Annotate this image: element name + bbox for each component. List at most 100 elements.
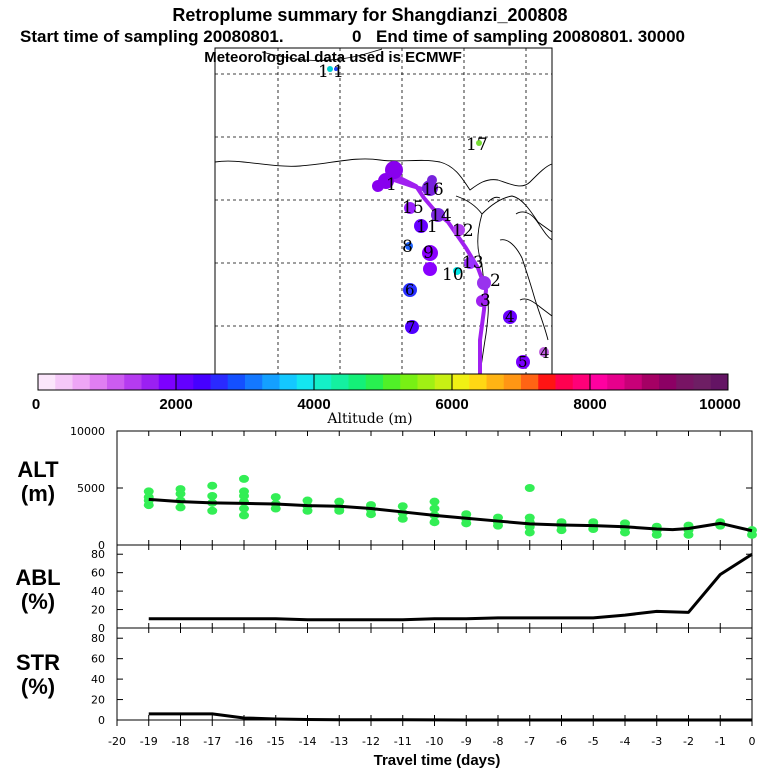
x-axis-title: Travel time (days) bbox=[374, 752, 501, 768]
y-tick-label: 10000 bbox=[70, 425, 105, 438]
particle-point bbox=[302, 496, 313, 505]
x-tick-label: -19 bbox=[140, 735, 158, 748]
day-marker-label: 4 bbox=[540, 344, 550, 362]
x-tick-label: -3 bbox=[651, 735, 662, 748]
day-marker-dot bbox=[405, 320, 419, 334]
day-marker-label: 5 bbox=[518, 353, 528, 371]
particle-point bbox=[207, 481, 218, 490]
y-tick-label: 40 bbox=[91, 585, 105, 598]
colorbar-swatch bbox=[590, 374, 608, 390]
map-panel: 1 2 3 4 5 6 7 8 bbox=[214, 47, 553, 376]
y-tick-label: 5000 bbox=[77, 482, 105, 495]
abl-plot-area: 0 20 40 60 80 bbox=[91, 544, 753, 635]
abl-panel: ABL (%) 0 20 40 60 80 bbox=[15, 544, 753, 635]
day-marker: 5 bbox=[516, 353, 530, 371]
y-tick-label: 0 bbox=[98, 622, 105, 635]
x-tick-label: -12 bbox=[362, 735, 380, 748]
colorbar-swatch bbox=[693, 374, 712, 390]
day-marker-label: 12 bbox=[452, 221, 474, 241]
day-marker-dot bbox=[516, 355, 530, 369]
day-marker-label: 10 bbox=[442, 265, 464, 285]
day-marker-dot bbox=[414, 219, 428, 233]
day-marker-label: 1 bbox=[318, 62, 329, 82]
colorbar-swatch bbox=[452, 374, 470, 390]
day-marker-label: 6 bbox=[405, 281, 415, 299]
particle-point bbox=[334, 497, 345, 506]
map-coastlines bbox=[214, 48, 553, 375]
sampling-start-label: Start time of sampling 20080801. bbox=[20, 27, 284, 46]
colorbar-swatch bbox=[676, 374, 694, 390]
colorbar-swatches bbox=[38, 374, 729, 390]
day-marker-dot bbox=[372, 180, 384, 192]
day-marker-dot bbox=[404, 202, 416, 214]
day-marker-label: 15 bbox=[402, 198, 424, 218]
colorbar-swatch bbox=[89, 374, 108, 390]
colorbar-swatch bbox=[141, 374, 160, 390]
particle-point bbox=[175, 485, 186, 494]
colorbar-swatch bbox=[227, 374, 246, 390]
day-marker: 11 bbox=[414, 217, 438, 237]
altitude-colorbar: 0 2000 4000 6000 8000 10000 Altitude (m) bbox=[32, 373, 741, 427]
colorbar-tick-label: 2000 bbox=[159, 396, 192, 413]
day-marker-dot bbox=[477, 276, 491, 290]
colorbar-swatch bbox=[262, 374, 280, 390]
day-marker-dot bbox=[503, 310, 517, 324]
day-marker-dot bbox=[327, 66, 333, 72]
day-marker: 1 bbox=[372, 161, 403, 195]
alt-panel-unit: (m) bbox=[21, 481, 55, 506]
colorbar-swatch bbox=[641, 374, 660, 390]
particle-point bbox=[461, 510, 472, 519]
colorbar-swatch bbox=[400, 374, 418, 390]
particle-point bbox=[524, 484, 535, 492]
colorbar-swatch bbox=[417, 374, 436, 390]
y-tick-label: 20 bbox=[91, 694, 105, 707]
colorbar-tick-label: 6000 bbox=[435, 396, 468, 413]
colorbar-swatch bbox=[624, 374, 643, 390]
colorbar-swatch bbox=[158, 374, 177, 390]
x-tick-label: -1 bbox=[715, 735, 726, 748]
alt-panel-label: ALT bbox=[17, 457, 59, 482]
particle-point bbox=[429, 518, 440, 527]
particle-point bbox=[207, 506, 218, 515]
series-line bbox=[148, 497, 753, 533]
x-tick-label: -9 bbox=[461, 735, 472, 748]
str-panel-label: STR bbox=[16, 650, 60, 675]
str-panel-unit: (%) bbox=[21, 674, 55, 699]
chart-title: Retroplume summary for Shangdianzi_20080… bbox=[172, 5, 567, 25]
colorbar-swatch bbox=[521, 374, 539, 390]
sampling-end-label: End time of sampling 20080801. 30000 bbox=[376, 27, 685, 46]
day-marker-dot bbox=[453, 224, 465, 236]
day-marker: 15 bbox=[402, 198, 424, 218]
day-marker-label: 2 bbox=[490, 271, 501, 291]
day-marker-label: 7 bbox=[406, 318, 416, 336]
particle-point bbox=[524, 528, 535, 537]
colorbar-swatch bbox=[365, 374, 384, 390]
x-tick-label: -8 bbox=[493, 735, 504, 748]
y-tick-label: 60 bbox=[91, 653, 105, 666]
colorbar-swatch bbox=[124, 374, 142, 390]
day-marker: 8 bbox=[402, 237, 413, 257]
day-marker: 4 bbox=[539, 344, 550, 362]
colorbar-tick-label: 4000 bbox=[297, 396, 330, 413]
day-marker-dot bbox=[476, 295, 488, 307]
day-marker-label: 3 bbox=[480, 291, 491, 311]
series-line bbox=[148, 552, 753, 622]
day-marker: 10 bbox=[442, 265, 464, 285]
colorbar-tick-label: 10000 bbox=[699, 396, 741, 413]
colorbar-swatch bbox=[348, 374, 367, 390]
abl-panel-unit: (%) bbox=[21, 589, 55, 614]
day-marker: 12 bbox=[452, 221, 474, 241]
y-tick-label: 0 bbox=[98, 539, 105, 552]
day-marker-label: 13 bbox=[462, 253, 484, 273]
colorbar-swatch bbox=[572, 374, 591, 390]
str-panel: STR (%) 0 20 40 60 80 bbox=[16, 627, 753, 727]
particle-point bbox=[524, 513, 535, 522]
day-marker: 9 bbox=[422, 243, 438, 276]
colorbar-swatch bbox=[434, 374, 453, 390]
series-line bbox=[148, 712, 752, 722]
colorbar-swatch bbox=[38, 374, 56, 390]
colorbar-swatch bbox=[314, 374, 332, 390]
day-marker-label: 14 bbox=[430, 206, 452, 226]
colorbar-swatch bbox=[469, 374, 487, 390]
day-marker-dot bbox=[464, 257, 476, 269]
